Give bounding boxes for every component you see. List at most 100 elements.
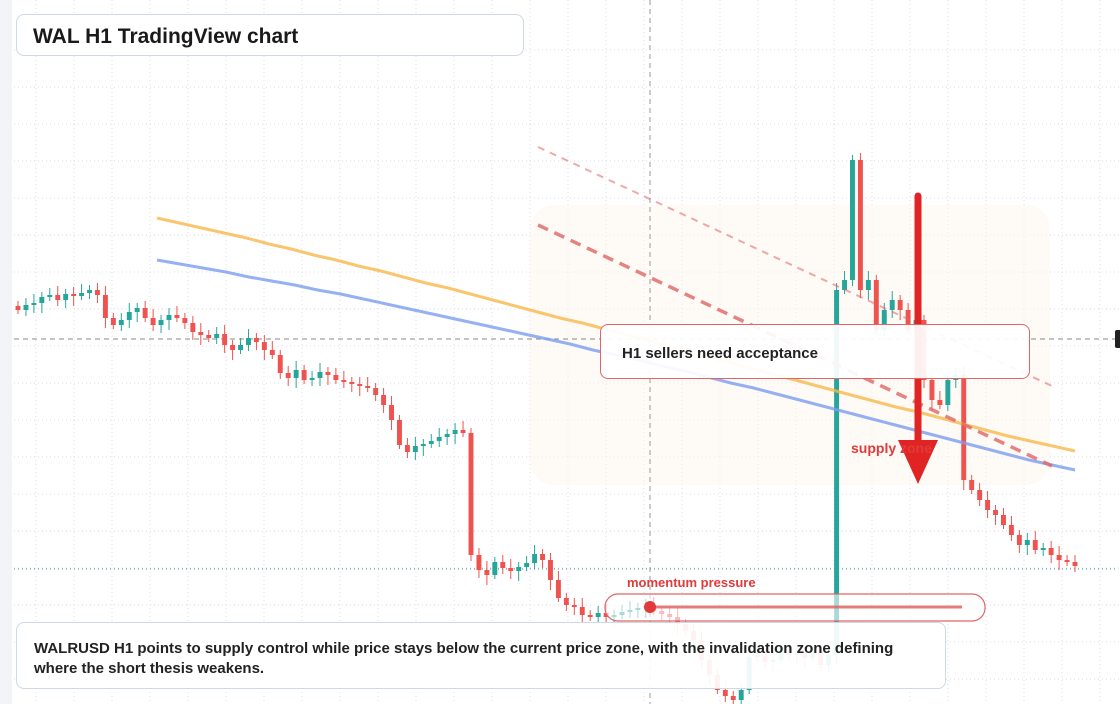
candle-body bbox=[1016, 535, 1022, 545]
candle-body bbox=[1032, 540, 1038, 550]
candle-body bbox=[71, 294, 77, 296]
sellers-callout: H1 sellers need acceptance bbox=[600, 324, 1030, 379]
candle-body bbox=[381, 395, 387, 405]
candle-body bbox=[110, 318, 116, 325]
candle-body bbox=[1024, 540, 1030, 545]
candle-body bbox=[79, 293, 85, 296]
candle-body bbox=[969, 480, 975, 490]
chart-title-box: WAL H1 TradingView chart bbox=[16, 14, 524, 56]
candle-body bbox=[468, 433, 474, 555]
candle-body bbox=[1064, 560, 1070, 562]
candle-body bbox=[365, 386, 371, 388]
candle-body bbox=[500, 562, 506, 568]
candle-body bbox=[142, 308, 148, 318]
candle-body bbox=[730, 696, 736, 700]
candle-body bbox=[126, 312, 132, 320]
candle-body bbox=[563, 598, 569, 605]
candle-body bbox=[444, 434, 450, 437]
candle-body bbox=[532, 554, 538, 563]
candle-body bbox=[595, 613, 601, 617]
candle-body bbox=[571, 605, 577, 607]
candle-body bbox=[55, 295, 61, 300]
candle-body bbox=[1048, 548, 1054, 555]
candle-body bbox=[87, 290, 92, 293]
price-scale-marker[interactable] bbox=[1115, 330, 1120, 348]
candle-body bbox=[993, 510, 998, 515]
candle-body bbox=[31, 303, 37, 305]
candle-body bbox=[484, 570, 490, 575]
candle-body bbox=[842, 280, 847, 290]
candle-body bbox=[230, 345, 236, 350]
candle-body bbox=[166, 315, 172, 320]
lower-trendline bbox=[537, 223, 1053, 468]
candle-body bbox=[579, 607, 585, 615]
candle-body bbox=[285, 373, 291, 378]
summary-text: WALRUSD H1 points to supply control whil… bbox=[34, 640, 894, 677]
candle-body bbox=[214, 334, 220, 338]
candle-body bbox=[865, 280, 871, 290]
candle-body bbox=[1001, 515, 1006, 525]
candle-body bbox=[476, 555, 482, 570]
candle-body bbox=[412, 446, 418, 452]
left-edge-strip bbox=[0, 0, 12, 704]
candle-body bbox=[198, 332, 204, 335]
candle-body bbox=[174, 315, 180, 318]
candle-body bbox=[436, 437, 442, 441]
candle-body bbox=[738, 690, 744, 700]
candle-body bbox=[238, 345, 243, 350]
candle-body bbox=[945, 380, 951, 405]
candle-body bbox=[881, 310, 887, 330]
candle-body bbox=[349, 382, 355, 384]
candle-body bbox=[587, 615, 593, 617]
down-arrow-icon bbox=[898, 440, 938, 484]
candle-body bbox=[873, 280, 879, 330]
candle-body bbox=[834, 290, 840, 655]
candle-body bbox=[47, 295, 53, 297]
candle-body bbox=[246, 338, 251, 345]
candle-body bbox=[269, 350, 275, 355]
candle-body bbox=[516, 567, 522, 571]
candle-body bbox=[23, 305, 29, 310]
candle-body bbox=[95, 290, 100, 295]
candle-body bbox=[524, 563, 530, 567]
candle-body bbox=[508, 568, 514, 571]
candle-body bbox=[182, 318, 188, 323]
candle-body bbox=[1056, 555, 1062, 560]
summary-box: WALRUSD H1 points to supply control whil… bbox=[16, 622, 946, 689]
candle-body bbox=[397, 420, 402, 445]
candle-body bbox=[309, 378, 315, 380]
candle-body bbox=[460, 430, 466, 433]
candle-body bbox=[937, 400, 943, 405]
candle-body bbox=[889, 300, 895, 310]
candle-body bbox=[357, 384, 363, 386]
candle-body bbox=[333, 375, 339, 380]
candle-body bbox=[301, 370, 307, 380]
candle-body bbox=[102, 295, 108, 318]
candle-body bbox=[63, 294, 69, 300]
candle-body bbox=[428, 441, 434, 444]
candle-body bbox=[1072, 562, 1078, 566]
candle-body bbox=[857, 160, 863, 290]
candle-body bbox=[452, 430, 458, 434]
candle-body bbox=[420, 444, 426, 446]
candle-body bbox=[253, 338, 259, 342]
candle-body bbox=[373, 388, 379, 395]
candle-body bbox=[404, 445, 410, 452]
candle-body bbox=[1040, 548, 1046, 550]
candle-body bbox=[317, 372, 323, 378]
candle-body bbox=[929, 380, 935, 400]
candle-body bbox=[603, 613, 609, 617]
candle-body bbox=[222, 334, 228, 345]
candle-body bbox=[150, 318, 156, 325]
chart-title: WAL H1 TradingView chart bbox=[33, 25, 299, 48]
candle-body bbox=[1008, 525, 1014, 535]
momentum-pressure-label: momentum pressure bbox=[627, 575, 756, 590]
candle-body bbox=[15, 306, 21, 310]
candle-body bbox=[206, 335, 212, 338]
callout-text: H1 sellers need acceptance bbox=[622, 345, 818, 362]
candle-body bbox=[158, 320, 164, 325]
momentum-pressure-knob bbox=[644, 601, 656, 613]
candle-body bbox=[39, 297, 45, 303]
candle-body bbox=[897, 300, 903, 310]
candle-body bbox=[261, 342, 267, 350]
